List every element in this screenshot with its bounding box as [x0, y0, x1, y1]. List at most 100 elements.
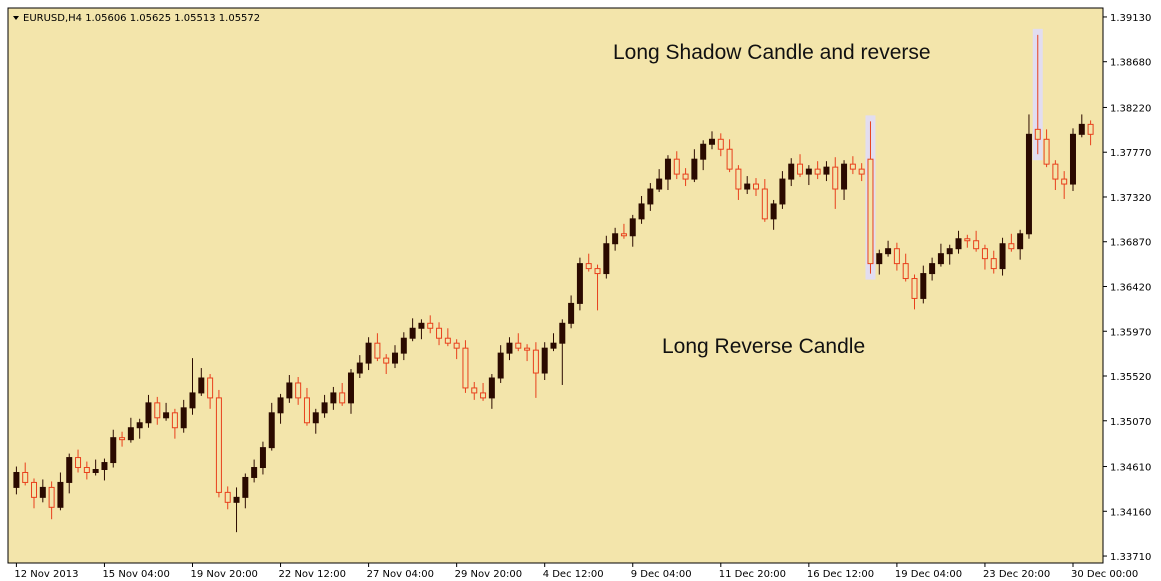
candle-body	[75, 457, 82, 469]
candle-body	[136, 422, 143, 429]
y-tick-label: 1.37770	[1110, 148, 1151, 159]
x-tick-label: 12 Nov 2013	[14, 569, 78, 580]
candle-body	[647, 188, 654, 205]
candle-body	[929, 263, 936, 275]
candle-body	[576, 263, 583, 304]
candle-body	[462, 347, 469, 389]
candle-body	[497, 352, 504, 379]
candle-body	[1061, 178, 1068, 185]
candle-body	[409, 327, 416, 339]
candle-body	[876, 253, 883, 265]
candle-body	[753, 183, 760, 190]
candle-body	[39, 486, 46, 498]
annotation: Long Reverse Candle	[662, 335, 865, 358]
candle-body	[488, 377, 495, 399]
candle-body	[638, 203, 645, 220]
candle-body	[374, 342, 381, 359]
y-tick-label: 1.35070	[1110, 417, 1151, 428]
candle-body	[858, 168, 865, 175]
candle-body	[955, 238, 962, 250]
y-tick-label: 1.38680	[1110, 58, 1151, 69]
candle-body	[224, 491, 231, 503]
x-tick-label: 23 Dec 20:00	[983, 569, 1050, 580]
candle-body	[973, 240, 980, 250]
candle-body	[356, 362, 363, 374]
candle-body	[832, 166, 839, 190]
candle-body	[207, 377, 214, 399]
candle-body	[444, 337, 451, 344]
candle-body	[594, 268, 601, 275]
y-tick-label: 1.35520	[1110, 372, 1151, 383]
candle-body	[418, 322, 425, 329]
candle-body	[251, 467, 258, 478]
candle-body	[735, 168, 742, 190]
candle-body	[365, 342, 372, 364]
x-tick-label: 19 Dec 04:00	[895, 569, 962, 580]
x-tick-label: 15 Nov 04:00	[102, 569, 169, 580]
candle-body	[242, 476, 249, 498]
candle-body	[981, 248, 988, 260]
candle-body	[664, 158, 671, 180]
candle-body	[805, 168, 812, 175]
candle-body	[48, 486, 55, 508]
candle-body	[797, 163, 804, 175]
y-tick-label: 1.34610	[1110, 463, 1151, 474]
candle-body	[911, 278, 918, 299]
candle-body	[163, 412, 170, 419]
candle-body	[893, 248, 900, 265]
candle-body	[286, 382, 293, 399]
candle-body	[1034, 128, 1041, 140]
candle-body	[620, 233, 627, 237]
y-tick-label: 1.38220	[1110, 103, 1151, 114]
candle-body	[22, 471, 29, 483]
candle-body	[515, 342, 522, 349]
candle-body	[215, 397, 222, 493]
candle-body	[585, 263, 592, 270]
candle-body	[13, 471, 20, 488]
candle-body	[946, 248, 953, 255]
candle-body	[198, 377, 205, 394]
candle-body	[268, 412, 275, 449]
candle-body	[629, 218, 636, 237]
x-tick-label: 16 Dec 12:00	[807, 569, 874, 580]
candle-body	[541, 347, 548, 374]
candle-body	[603, 243, 610, 275]
candle-body	[656, 178, 663, 190]
candle-body	[303, 397, 310, 424]
candle-body	[171, 412, 178, 429]
header: EURUSD,H4 1.05606 1.05625 1.05513 1.0557…	[23, 13, 260, 24]
candle-body	[761, 188, 768, 220]
candle-body	[744, 183, 751, 190]
y-tick-label: 1.36420	[1110, 282, 1151, 293]
y-tick-label: 1.33710	[1110, 552, 1151, 563]
menu-arrow[interactable]	[13, 16, 19, 20]
candle-body	[999, 243, 1006, 270]
candle-body	[559, 322, 566, 344]
candle-body	[568, 302, 575, 324]
candle-body	[937, 253, 944, 265]
plot-area	[8, 8, 1103, 563]
candle-body	[964, 238, 971, 242]
candle-body	[849, 163, 856, 170]
candle-body	[347, 372, 354, 404]
candle-body	[400, 337, 407, 354]
candle-body	[1008, 243, 1015, 250]
plot-border	[7, 7, 1104, 564]
y-tick-label: 1.35970	[1110, 327, 1151, 338]
candle-body	[1052, 163, 1059, 180]
candle-body	[259, 447, 266, 469]
candle-body	[532, 349, 539, 374]
candle-body	[726, 148, 733, 170]
candle-body	[119, 437, 126, 441]
candle-body	[277, 397, 284, 414]
candle-body	[920, 273, 927, 299]
candle-body	[885, 248, 892, 255]
candle-body	[471, 387, 478, 394]
candle-body	[550, 342, 557, 349]
candle-body	[57, 481, 64, 508]
candle-body	[990, 258, 997, 270]
candle-body	[788, 163, 795, 180]
candle-body	[92, 469, 99, 473]
candle-body	[110, 437, 117, 464]
